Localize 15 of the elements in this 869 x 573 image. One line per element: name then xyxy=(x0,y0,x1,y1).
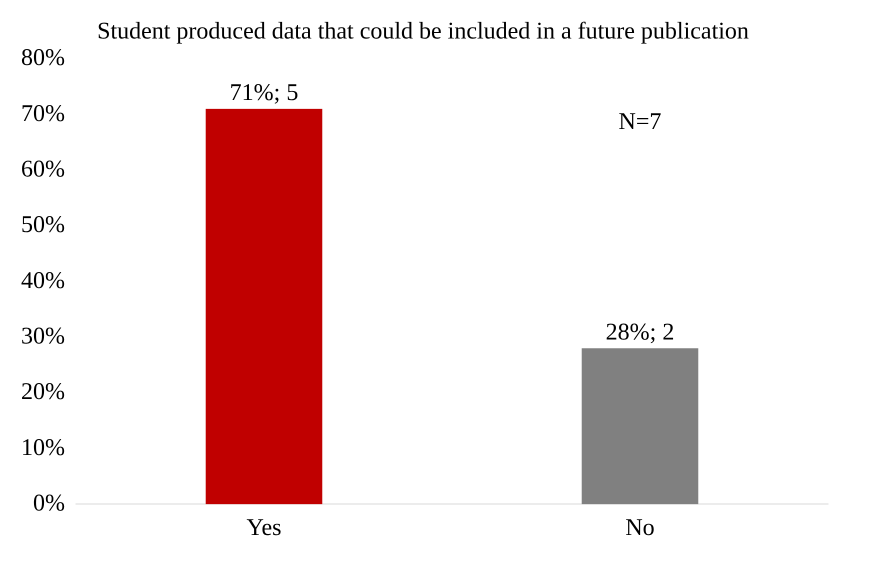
x-tick-label: No xyxy=(625,514,655,541)
y-tick-label: 10% xyxy=(20,434,65,461)
y-tick-label: 60% xyxy=(20,156,65,182)
chart-title: Student produced data that could be included in a future publication xyxy=(97,18,749,45)
x-tick-label: Yes xyxy=(246,514,282,541)
y-tick-label: 80% xyxy=(20,45,65,72)
y-tick-label: 40% xyxy=(20,268,65,294)
y-tick-label: 50% xyxy=(20,212,65,238)
y-tick-label: 30% xyxy=(20,323,65,350)
y-tick-label: 20% xyxy=(20,379,65,406)
y-tick-label: 70% xyxy=(20,100,65,127)
data-label: 71%; 5 xyxy=(230,80,298,106)
annotation: N=7 xyxy=(618,108,662,135)
y-tick-label: 0% xyxy=(32,490,65,516)
data-label: 28%; 2 xyxy=(606,320,674,346)
